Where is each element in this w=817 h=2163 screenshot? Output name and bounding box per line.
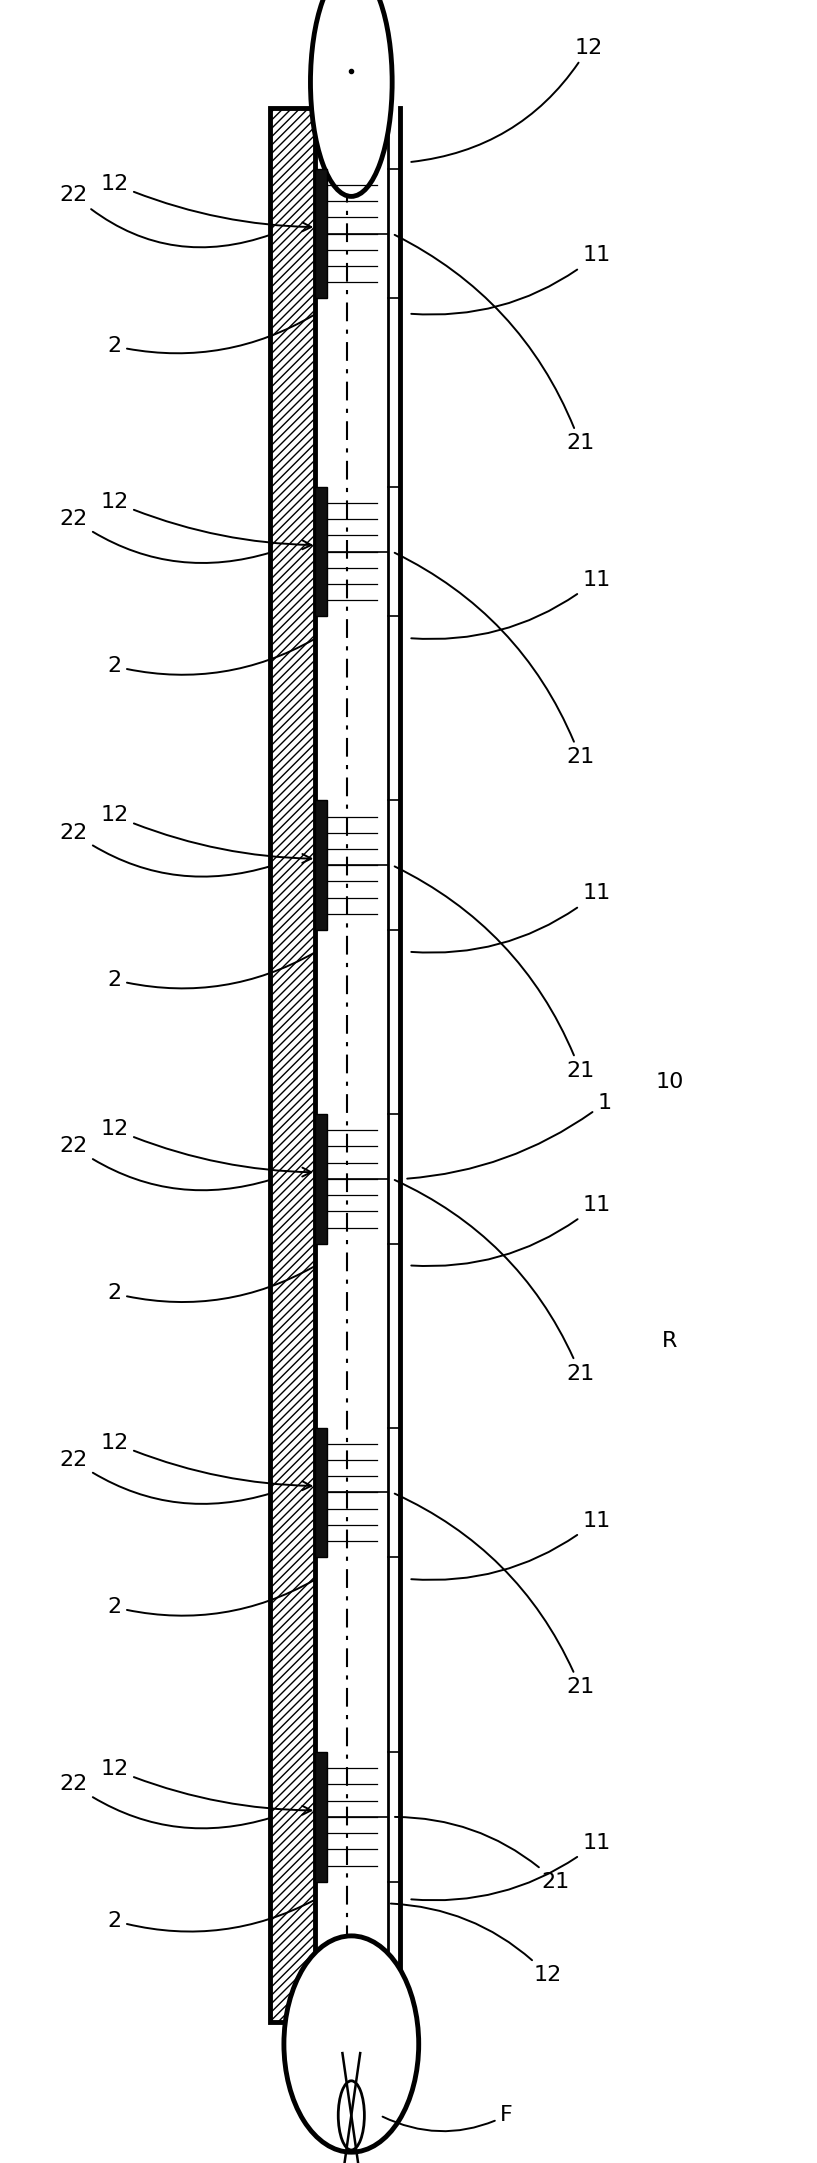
Bar [315, 1752, 327, 1882]
Bar [315, 487, 327, 616]
Text: 10: 10 [656, 1071, 684, 1092]
Text: 22: 22 [60, 1774, 271, 1828]
Text: 2: 2 [107, 640, 314, 677]
Text: 22: 22 [60, 822, 271, 876]
Text: 12: 12 [100, 1759, 311, 1815]
Text: 22: 22 [60, 508, 271, 562]
Bar [315, 1428, 327, 1557]
Bar [315, 1114, 327, 1244]
Text: 12: 12 [100, 491, 311, 549]
Text: 12: 12 [100, 173, 311, 231]
Text: 2: 2 [107, 316, 314, 357]
Bar [315, 800, 327, 930]
Text: 12: 12 [100, 1432, 311, 1490]
Text: 21: 21 [395, 1181, 594, 1384]
Bar [315, 169, 327, 298]
Text: 11: 11 [411, 883, 610, 952]
Text: 21: 21 [395, 236, 594, 454]
Ellipse shape [284, 1936, 418, 2152]
Text: F: F [382, 2105, 513, 2131]
Text: 12: 12 [100, 1118, 311, 1177]
Ellipse shape [310, 0, 392, 197]
Text: 22: 22 [60, 1449, 271, 1503]
Text: 1: 1 [407, 1092, 612, 1179]
Text: 21: 21 [395, 867, 594, 1082]
Text: 2: 2 [107, 954, 314, 991]
Text: 2: 2 [107, 1901, 314, 1932]
Text: 12: 12 [391, 1903, 561, 1986]
Text: 22: 22 [60, 184, 271, 247]
Text: 22: 22 [60, 1136, 271, 1190]
Bar [270, 108, 315, 2022]
Text: 21: 21 [395, 554, 594, 768]
Circle shape [338, 2081, 364, 2150]
Text: 21: 21 [395, 1495, 594, 1698]
Text: 11: 11 [411, 569, 610, 638]
Text: 11: 11 [411, 1832, 610, 1901]
Text: 2: 2 [107, 1581, 314, 1618]
Text: 11: 11 [411, 1510, 610, 1579]
Text: R: R [663, 1330, 677, 1352]
Text: 11: 11 [411, 244, 610, 314]
Text: 12: 12 [411, 37, 602, 162]
Text: 11: 11 [411, 1194, 610, 1265]
Text: 21: 21 [395, 1817, 569, 1893]
Text: 12: 12 [100, 805, 311, 863]
Text: 2: 2 [107, 1268, 314, 1304]
